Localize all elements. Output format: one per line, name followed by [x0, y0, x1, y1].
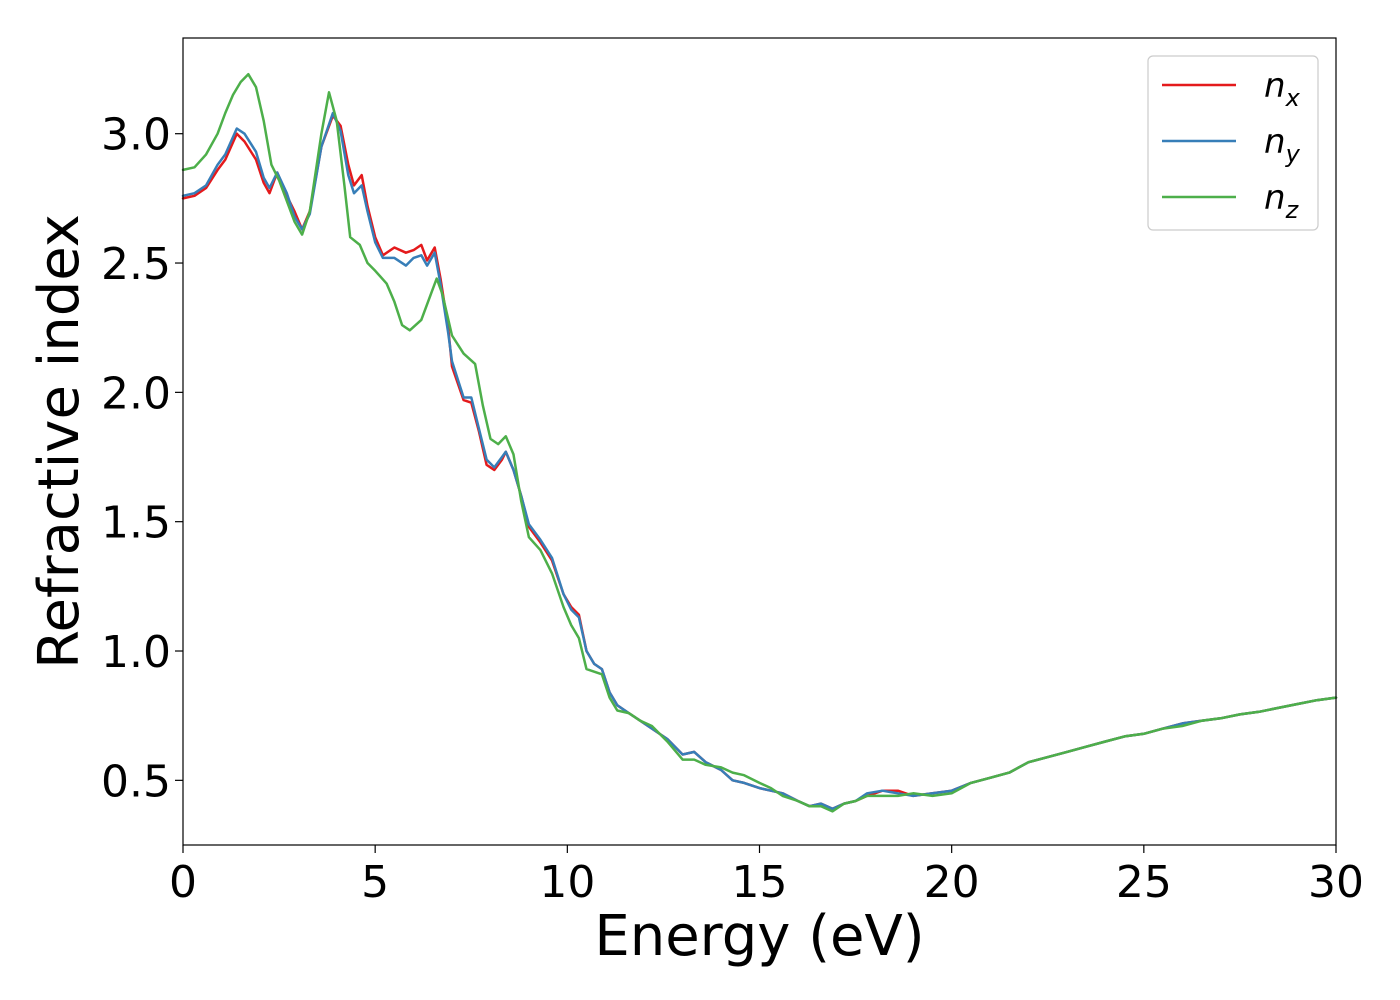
- legend-label-base: n: [1264, 66, 1286, 106]
- y-tick-label: 2.5: [101, 239, 171, 290]
- y-tick-label: 1.0: [101, 627, 171, 678]
- y-tick-label: 2.0: [101, 368, 171, 419]
- legend-label-n-z: nz: [1264, 178, 1300, 224]
- series-line-n-z: [181, 72, 1338, 813]
- x-tick-label: 20: [924, 857, 980, 908]
- x-tick-label: 30: [1308, 857, 1364, 908]
- legend-label-subscript: y: [1285, 140, 1301, 168]
- legend-label-base: n: [1264, 178, 1286, 218]
- x-axis-ticks: 0 5 10 15 20 25 30: [169, 845, 1364, 908]
- x-tick-label: 5: [361, 857, 389, 908]
- y-axis-title: Refractive index: [27, 214, 92, 669]
- legend-label-base: n: [1264, 122, 1286, 162]
- legend-label-subscript: z: [1285, 196, 1300, 224]
- legend-box: [1147, 55, 1319, 231]
- y-tick-label: 0.5: [101, 756, 171, 807]
- y-axis-ticks: 0.5 1.0 1.5 2.0 2.5 3.0: [101, 110, 183, 807]
- x-tick-label: 25: [1116, 857, 1172, 908]
- x-tick-label: 0: [169, 857, 197, 908]
- legend-label-subscript: x: [1285, 84, 1301, 112]
- x-axis-title: Energy (eV): [594, 904, 924, 969]
- y-tick-label: 1.5: [101, 498, 171, 549]
- legend-label-n-y: ny: [1264, 122, 1301, 168]
- legend-label-n-x: nx: [1264, 66, 1301, 112]
- x-tick-label: 10: [539, 857, 595, 908]
- plot-lines: [181, 72, 1338, 813]
- x-tick-label: 15: [732, 857, 788, 908]
- y-tick-label: 3.0: [101, 110, 171, 161]
